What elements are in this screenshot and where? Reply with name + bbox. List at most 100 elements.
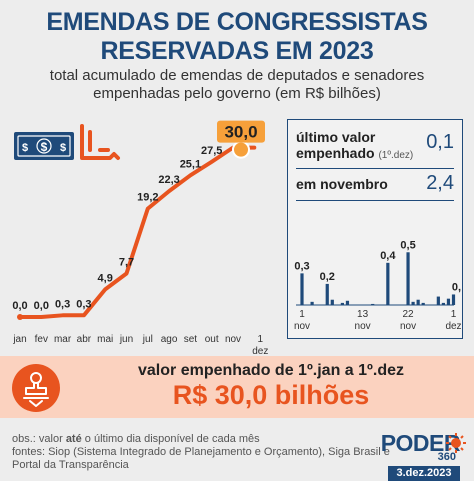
bar bbox=[406, 252, 410, 305]
publish-date: 3.dez.2023 bbox=[388, 466, 460, 481]
x-tick-month: dez bbox=[445, 321, 461, 332]
bar bbox=[315, 304, 319, 305]
footnote-obs: obs.: valor até o último dia disponível … bbox=[12, 433, 260, 446]
bar bbox=[310, 301, 314, 305]
total-band: valor empenhado de 1º.jan a 1º.dez R$ 30… bbox=[0, 356, 474, 418]
x-tick-label: jan bbox=[12, 334, 26, 345]
bar bbox=[446, 298, 451, 305]
bar bbox=[366, 304, 370, 305]
november-value: 2,4 bbox=[426, 172, 454, 194]
bar bbox=[401, 304, 405, 305]
last-value-label-line2-wrap: empenhado (1º.dez) bbox=[296, 145, 454, 161]
highlight-value-label: 30,0 bbox=[224, 123, 257, 142]
bar bbox=[325, 283, 329, 305]
value-label: 0,3 bbox=[55, 298, 70, 310]
x-tick-day: 13 bbox=[357, 309, 369, 320]
subtitle-line1: total acumulado de emendas de deputados … bbox=[49, 67, 425, 84]
x-tick-month: nov bbox=[355, 321, 371, 332]
bar bbox=[426, 304, 430, 305]
x-tick-day: 22 bbox=[402, 309, 414, 320]
bar bbox=[320, 304, 324, 305]
november-row: em novembro 2,4 bbox=[296, 172, 454, 194]
footnote-obs-bold: até bbox=[65, 433, 82, 445]
x-tick-label: out bbox=[205, 334, 219, 345]
bar bbox=[386, 262, 390, 305]
last-value: 0,1 bbox=[426, 131, 454, 153]
x-tick-label: jun bbox=[119, 334, 133, 345]
money-icon: $ $ $ bbox=[14, 132, 74, 160]
page-title-line2: RESERVADAS EM 2023 bbox=[100, 37, 374, 65]
svg-text:$: $ bbox=[41, 140, 48, 154]
bar bbox=[330, 299, 334, 305]
bar bbox=[431, 304, 435, 305]
brand-logo: PODER 360 bbox=[370, 430, 461, 464]
bar bbox=[371, 303, 375, 305]
value-label: 19,2 bbox=[137, 192, 158, 204]
bar bbox=[300, 273, 304, 305]
x-tick-label: fev bbox=[35, 334, 48, 345]
bar bbox=[350, 304, 355, 305]
bar-value-label: 0,3 bbox=[294, 260, 309, 272]
bar bbox=[376, 304, 380, 305]
x-tick-label: set bbox=[184, 334, 198, 345]
svg-text:$: $ bbox=[60, 142, 66, 154]
bar bbox=[421, 302, 425, 305]
daily-bar-chart: 0,30,20,40,50,11nov13nov22nov1dez bbox=[294, 239, 461, 332]
x-tick-label: jul bbox=[142, 334, 153, 345]
bar bbox=[340, 302, 344, 305]
series-line bbox=[18, 145, 257, 319]
main-line-chart: $ $ $ 0,0 0,0 0,3 0,3 4,9 7,7 19,222,325,127,5… bbox=[12, 120, 268, 357]
x-tick-day: 1 bbox=[451, 309, 457, 320]
bar bbox=[361, 304, 365, 305]
bar bbox=[416, 299, 420, 305]
bar-value-label: 0,2 bbox=[320, 271, 335, 283]
last-value-row: último valor empenhado (1º.dez) 0,1 bbox=[296, 129, 454, 161]
bar bbox=[381, 304, 385, 305]
value-label: 22,3 bbox=[158, 174, 179, 186]
inset-divider-2 bbox=[296, 200, 454, 201]
bar bbox=[391, 304, 395, 305]
highlight-value-box bbox=[217, 120, 265, 143]
november-label: em novembro bbox=[296, 176, 388, 192]
brand-sun-icon bbox=[446, 433, 466, 453]
footnote-obs-prefix: obs.: valor bbox=[12, 433, 66, 445]
value-label: 0,0 bbox=[34, 300, 49, 312]
x-tick-month: nov bbox=[400, 321, 416, 332]
last-value-date: (1º.dez) bbox=[378, 150, 414, 161]
bar bbox=[335, 304, 339, 305]
bar bbox=[411, 301, 415, 305]
subtitle-line2: empenhadas pelo governo (em R$ bilhões) bbox=[93, 85, 381, 102]
value-label: 27,5 bbox=[201, 145, 222, 157]
bar bbox=[441, 302, 445, 305]
inset-divider-1 bbox=[296, 168, 454, 169]
bar bbox=[436, 296, 440, 305]
value-label: 0,0 bbox=[12, 300, 27, 312]
value-label: 0,3 bbox=[76, 298, 91, 310]
bar-value-label: 0,1 bbox=[452, 281, 461, 293]
value-label: 25,1 bbox=[180, 158, 201, 170]
bar bbox=[451, 294, 456, 305]
x-tick-label: ago bbox=[161, 334, 178, 345]
footnote-obs-suffix: o último dia disponível de cada mês bbox=[81, 433, 260, 445]
x-tick-day: 1 bbox=[299, 309, 305, 320]
total-value: R$ 30,0 bilhões bbox=[172, 380, 370, 410]
brand-sub: 360 bbox=[437, 451, 456, 463]
last-value-label-line1: último valor bbox=[296, 129, 376, 145]
inset-panel: último valor empenhado (1º.dez) 0,1 em n… bbox=[287, 119, 463, 339]
hand-icon bbox=[80, 124, 120, 160]
x-tick-label: 1 bbox=[258, 334, 264, 345]
total-label: valor empenhado de 1º.jan a 1º.dez bbox=[138, 362, 404, 379]
footnote-sources: fontes: Siop (Sistema Integrado de Plane… bbox=[12, 446, 390, 458]
stamp-icon bbox=[12, 364, 60, 412]
bar bbox=[396, 304, 400, 305]
svg-text:$: $ bbox=[22, 142, 28, 154]
value-label: 7,7 bbox=[119, 257, 134, 269]
x-tick-label: mar bbox=[54, 334, 72, 345]
brand-name: PODER bbox=[380, 430, 461, 456]
bar-value-label: 0,5 bbox=[400, 239, 415, 251]
x-tick-label: nov bbox=[225, 334, 241, 345]
page-title-line1: EMENDAS DE CONGRESSISTAS bbox=[46, 8, 428, 36]
value-label: 4,9 bbox=[98, 272, 113, 284]
x-tick-month: nov bbox=[294, 321, 310, 332]
data-point bbox=[17, 314, 23, 320]
